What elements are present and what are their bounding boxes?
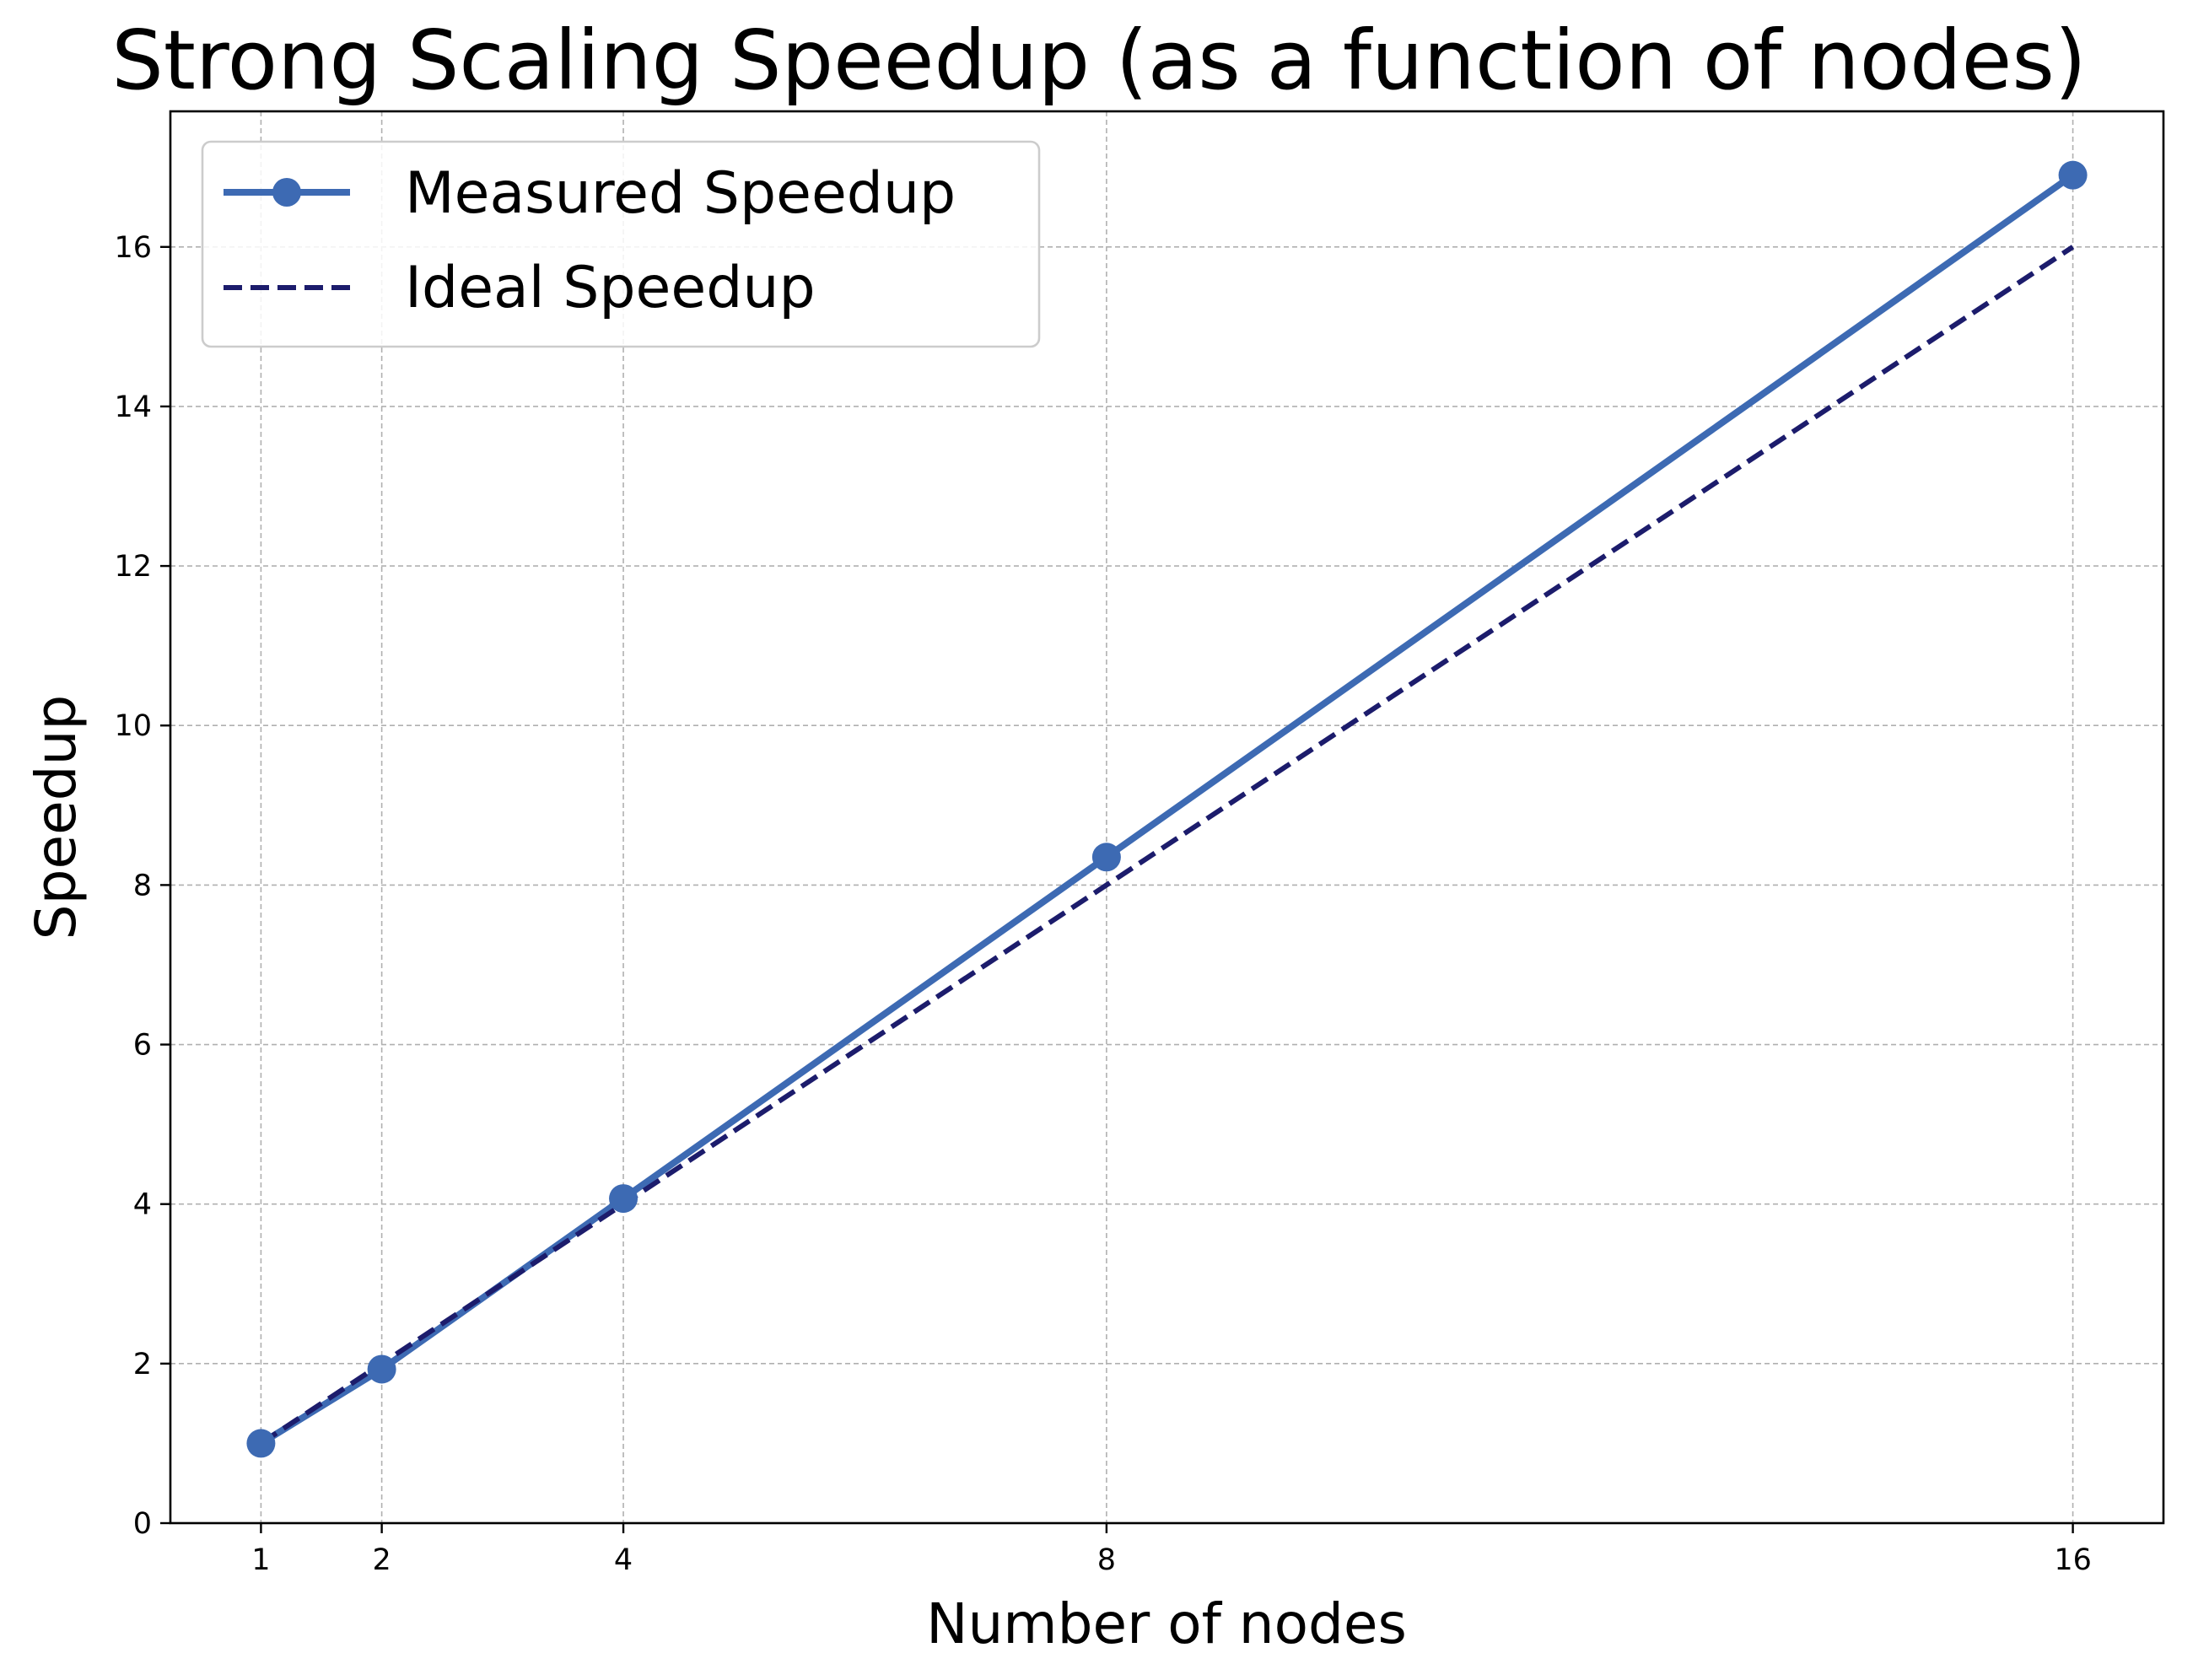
measured-speedup-point (609, 1184, 638, 1214)
y-tick-label: 4 (133, 1188, 152, 1222)
x-tick-label: 4 (614, 1543, 633, 1577)
y-tick-label: 14 (114, 390, 152, 424)
x-axis-label: Number of nodes (926, 1591, 1407, 1656)
chart-title: Strong Scaling Speedup (as a function of… (111, 13, 2086, 108)
y-tick-label: 6 (133, 1029, 152, 1063)
x-tick-label: 1 (251, 1543, 270, 1577)
legend: Measured Speedup Ideal Speedup (201, 140, 1041, 348)
y-axis-label: Speedup (24, 695, 89, 940)
legend-box (201, 140, 1041, 348)
series (246, 160, 2088, 1458)
x-tick-label: 16 (2054, 1543, 2092, 1577)
legend-marker-measured (272, 178, 301, 207)
y-tick-label: 0 (133, 1507, 152, 1541)
measured-speedup-point (2058, 160, 2088, 190)
y-tick-label: 8 (133, 869, 152, 902)
legend-label-ideal: Ideal Speedup (405, 255, 816, 321)
plot-frame (169, 110, 2165, 1525)
y-tick-label: 10 (114, 709, 152, 743)
legend-label-measured: Measured Speedup (405, 160, 956, 227)
measured-speedup-point (367, 1354, 396, 1384)
x-tick-label: 8 (1097, 1543, 1116, 1577)
y-tick-label: 2 (133, 1348, 152, 1381)
x-tick-label: 2 (372, 1543, 391, 1577)
measured-speedup-point (1091, 843, 1121, 872)
measured-speedup-point (246, 1429, 276, 1458)
y-tick-label: 12 (114, 550, 152, 584)
y-tick-label: 16 (114, 231, 152, 265)
